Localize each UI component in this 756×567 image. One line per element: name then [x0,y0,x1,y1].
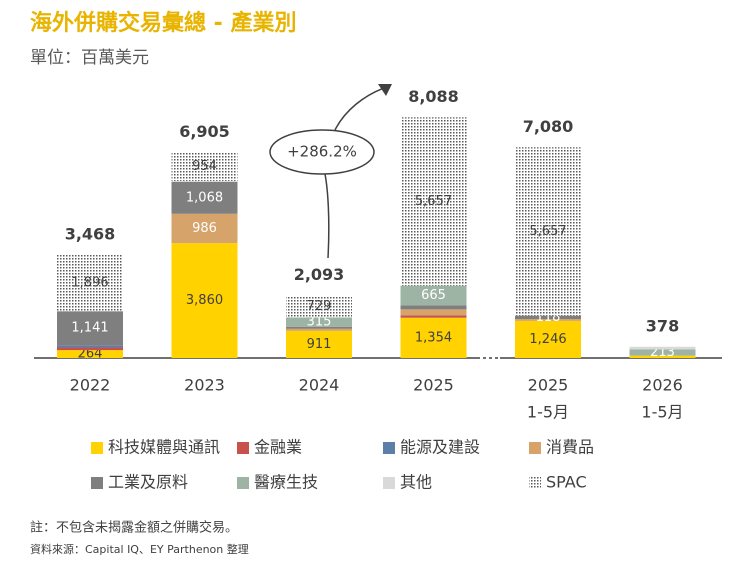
bar-segment [629,346,696,350]
bar-segment [286,328,352,331]
data-label: 1,354 [415,330,452,345]
total-label: 7,080 [523,117,574,136]
bar-segment [400,309,467,316]
bar-segment [515,319,581,321]
bar-segment [57,350,123,358]
legend-label: 醫療生技 [254,473,318,492]
bar-segment [286,295,352,318]
bar-segment [515,315,581,320]
bar-segment [400,315,467,318]
chart-title: 海外併購交易彙總 - 產業別 [30,10,296,36]
annotation-arrow [324,173,330,259]
annotation: +286.2% [287,143,357,161]
bar-segment [57,311,123,346]
x-tick-label: 1-5月 [641,403,683,422]
legend-marker [529,442,541,454]
legend-label: 能源及建設 [400,438,480,457]
x-tick-label: 2025 [528,376,569,395]
bar-segment [400,117,467,286]
bar-segment [286,317,352,327]
legend-marker [237,442,249,454]
bar-segment [629,355,696,358]
data-label: 5,657 [529,224,566,239]
bar-segment [57,347,123,351]
bar-segment [286,330,352,358]
bar-segment [400,305,467,310]
data-label: 986 [192,221,217,236]
arrow-head [378,84,392,96]
x-tick-label: 2023 [184,376,225,395]
legend-label: 其他 [400,473,432,492]
bar-segment [400,317,467,358]
legend-label: 消費品 [546,438,594,457]
data-label: 5,657 [415,194,452,209]
bar-segment [171,243,238,358]
legend-marker [383,442,395,454]
x-tick-label: 2025 [413,376,454,395]
x-tick-label: 2022 [70,376,111,395]
total-label: 378 [646,316,679,335]
data-label: 729 [307,299,332,314]
chart-subtitle: 單位：百萬美元 [30,48,149,68]
legend-marker [91,442,103,454]
bar-segment [57,254,123,312]
data-label: 3,860 [186,293,223,308]
bar-segment [400,285,467,306]
bar-segment [515,320,581,358]
annotation-arrow [334,87,385,131]
x-tick-label: 2026 [642,376,683,395]
legend-label: 科技媒體與通訊 [108,438,220,457]
legend-label: 工業及原料 [108,473,188,492]
total-label: 6,905 [179,122,230,141]
data-label: 315 [307,315,332,330]
data-label: 954 [192,159,217,174]
data-label: 1,068 [186,190,223,205]
bar-segment [57,345,123,348]
total-label: 3,468 [65,224,116,243]
total-label: 2,093 [294,265,345,284]
bar-segment [171,213,238,244]
data-label: 665 [421,288,446,303]
note: 註：不包含未揭露金額之併購交易。 [30,520,238,536]
legend-label: SPAC [546,473,587,492]
data-label: 1,896 [71,276,108,291]
total-label: 8,088 [408,87,459,106]
data-label: 1,246 [529,332,566,347]
note: 資料來源：Capital IQ、EY Parthenon 整理 [30,542,249,556]
bar-segment [171,180,238,182]
legend-marker [383,477,395,489]
legend-label: 金融業 [254,438,302,457]
annotation-bubble [269,129,375,175]
legend-marker [529,477,541,489]
bar-segment [629,349,696,356]
legend-marker [237,477,249,489]
data-label: 264 [78,347,103,362]
bar-segment [171,152,238,181]
data-label: 911 [307,337,332,352]
bar-segment [286,326,352,329]
bar-segment [171,181,238,214]
bar-segment [515,147,581,316]
data-label: 1,141 [71,321,108,336]
legend-marker [91,477,103,489]
x-tick-label: 1-5月 [527,403,569,422]
x-tick-label: 2024 [299,376,340,395]
